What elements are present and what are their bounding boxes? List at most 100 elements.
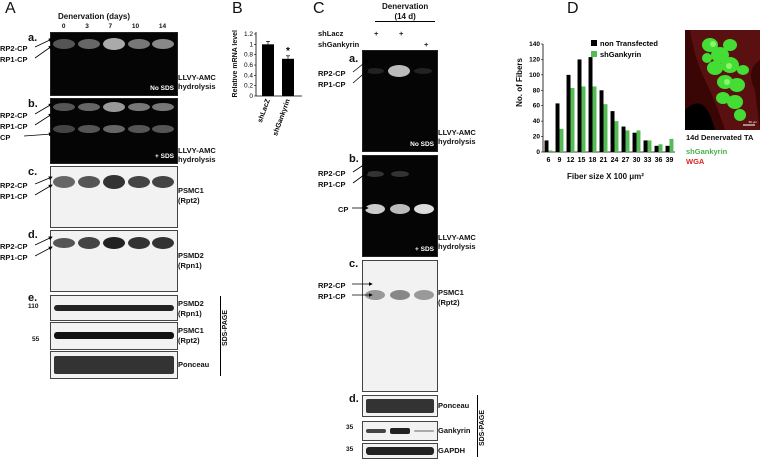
subpanel-d-letter: d. [28,229,38,241]
psmd2-label: PSMD2 [178,251,204,260]
rp2-cp-label: RP2-CP [0,181,28,190]
c-blot-b-sds: + SDS [362,155,438,257]
y-tick-label: 1 [249,41,253,48]
rp2-cp-label: RP2-CP [318,281,346,290]
x-tick-label: 24 [611,157,619,164]
sds-page-label: SDS-PAGE [479,410,486,447]
y-tick-label: 120 [529,56,540,63]
x-tick-label: 6 [547,157,551,164]
llvy-amc-label: LLVY-AMC hydrolysis [438,128,476,146]
bar-shgankyrin [636,130,641,152]
y-tick-label: 1.2 [244,31,253,38]
day-label: 14 [158,23,167,30]
x-tick-label: 36 [655,157,663,164]
bar-shgankyrin [625,130,630,152]
gapdh-label: GAPDH [438,446,466,455]
x-tick-label: 39 [666,157,674,164]
gankyrin-label: Gankyrin [438,426,471,435]
rp1-cp-label: RP1-CP [318,80,346,89]
subpanel-c-letter: c. [28,166,38,178]
legend-swatch [591,40,597,46]
denervation-14d-header: Denervation (14 d) [382,2,429,21]
blot-b-native-sds: + SDS [50,98,178,164]
day-label: 0 [61,23,66,30]
c-blot-gankyrin [362,421,438,441]
denervation-days-header: Denervation (days) [58,12,131,21]
c-blot-gapdh [362,443,438,459]
x-tick-label: 15 [578,157,586,164]
c-subpanel-d-letter: d. [349,393,359,405]
day-label: 10 [131,23,140,30]
subpanel-e-letter: e. [28,292,38,304]
llvy-amc-label: LLVY-AMC hydrolysis [438,233,476,251]
rp1-cp-label: RP1-CP [0,122,28,131]
rp2-cp-label: RP2-CP [0,44,28,53]
rp2-cp-label: RP2-CP [318,69,346,78]
day-label: 7 [108,23,113,30]
rpn1-label: (Rpn1) [178,261,202,270]
bar-shgankyrin [592,86,597,152]
legend-label: shGankyrin [600,50,642,59]
bar-shgankyrin [614,121,619,152]
blot-d-psmd2 [50,230,178,292]
y-tick-label: 0 [536,149,540,156]
chart-b: 0 0.2 0.4 0.6 0.8 1 1.2 shLacZ shGankyrin * [244,31,302,136]
panel-d-letter: D [567,0,579,17]
y-tick-label: 0.2 [244,83,253,90]
rp1-cp-label: RP1-CP [318,180,346,189]
plus-sds-label: + SDS [155,153,174,160]
bar-shgankyrin [581,86,586,152]
bar-shgankyrin [658,144,663,152]
treatment-mark: + [374,29,379,38]
image-caption: 14d Denervated TA [686,133,754,142]
no-sds-label: No SDS [410,141,434,148]
bar-shgankyrin [559,128,564,152]
significance-star: * [286,46,290,57]
d-xlabel: Fiber size X 100 μm² [567,172,644,181]
category-label: shLacZ [257,98,272,124]
no-sds-label: No SDS [150,85,174,92]
fluorescence-image: 50 μm [685,30,760,130]
sds-page-label: SDS-PAGE [222,310,229,347]
mw-35: 35 [346,424,354,431]
bar-shgankyrin [570,87,575,152]
bar-non-transfected [577,59,582,152]
y-tick-label: 60 [533,103,541,110]
panel-b-letter: B [232,0,243,17]
blot-e-ponceau [50,351,178,379]
x-tick-label: 12 [567,157,575,164]
chart-d: 0 20 40 60 80 100 120 140 6 9 12 15 18 21 24 27 30 33 36 39… [529,39,675,164]
cp-label: CP [338,205,349,214]
header-underline [375,21,435,22]
bar-shgankyrin [603,104,608,152]
c-blot-a-no-sds: No SDS [362,50,438,152]
bar [262,44,274,96]
arrow [23,132,53,137]
bar-non-transfected [566,74,571,152]
bar-non-transfected [665,145,670,152]
bar-shgankyrin [669,138,674,152]
bar-non-transfected [544,140,549,152]
cp-label: CP [0,133,11,142]
legend-swatch [591,51,597,57]
llvy-amc-label: LLVY-AMC hydrolysis [178,73,216,91]
y-tick-label: 0 [249,93,253,100]
c-blot-c-psmc1 [362,260,438,392]
bar-non-transfected [654,145,659,152]
y-tick-label: 100 [529,72,540,79]
y-tick-label: 0.4 [244,72,253,79]
x-tick-label: 18 [589,157,597,164]
shlacz-row-label: shLacz [318,29,344,38]
bar-shgankyrin [647,140,652,152]
y-tick-label: 40 [533,118,541,125]
bar-non-transfected [632,132,637,152]
panel-c-letter: C [313,0,325,17]
x-tick-label: 30 [633,157,641,164]
rpt2-sds-label: (Rpt2) [178,336,200,345]
days-row: 0 3 7 10 14 [52,23,176,30]
psmc1-label: PSMC1 [178,186,204,195]
mw-35: 35 [346,446,354,453]
y-tick-label: 20 [533,134,541,141]
rpn1-sds-label: (Rpn1) [178,309,202,318]
bar-non-transfected [555,103,560,152]
